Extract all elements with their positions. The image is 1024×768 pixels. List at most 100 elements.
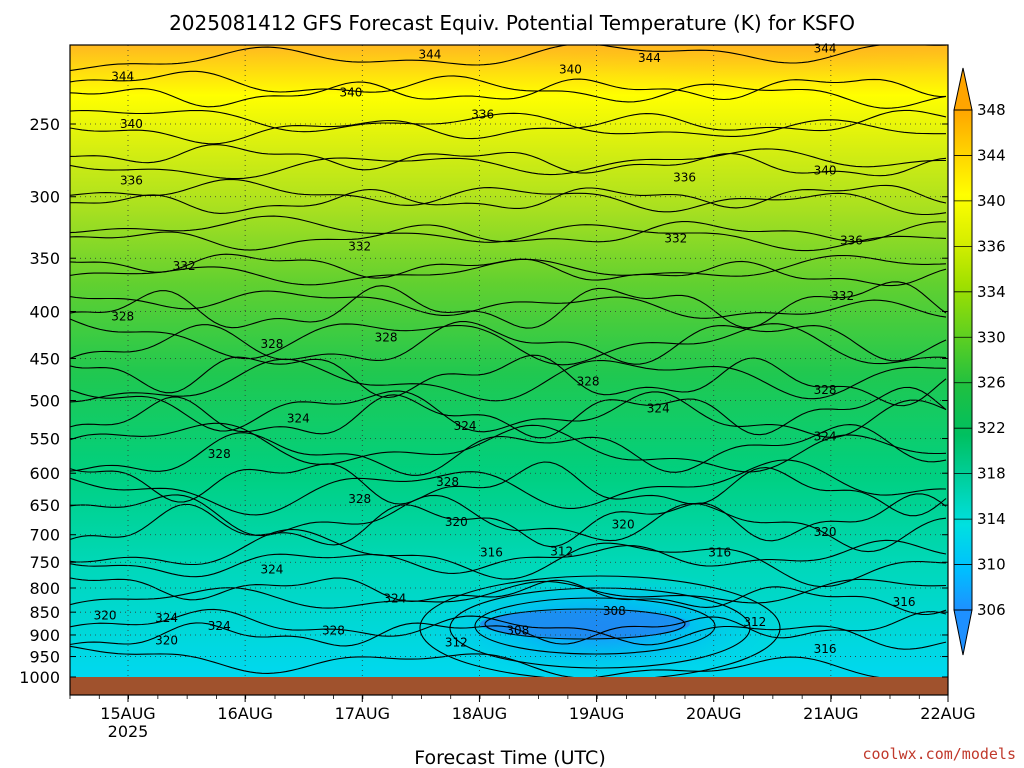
contour-label: 328	[375, 331, 398, 345]
contour-line	[70, 290, 947, 319]
contour-label: 336	[120, 173, 143, 187]
y-tick-label: 400	[29, 302, 60, 321]
colorbar-tick-label: 322	[977, 419, 1006, 437]
contour-line	[70, 389, 947, 438]
contour-line	[70, 184, 947, 214]
contour-label: 336	[471, 107, 494, 121]
chart-title: 2025081412 GFS Forecast Equiv. Potential…	[169, 11, 855, 35]
x-tick-label: 16AUG	[217, 704, 272, 723]
colorbar-tick-label: 336	[977, 237, 1006, 255]
contour-line	[70, 144, 947, 177]
contour-label: 328	[814, 383, 837, 397]
contour-line	[70, 109, 946, 137]
contour-label: 316	[480, 546, 503, 560]
contour-label: 328	[577, 375, 600, 389]
colorbar-body	[953, 109, 973, 611]
contour-label: 328	[260, 337, 283, 351]
contour-line	[70, 78, 947, 108]
colorbar-tick-label: 326	[977, 374, 1006, 392]
plot-area	[70, 45, 948, 677]
colorbar-tick-label: 306	[977, 601, 1006, 619]
x-tick-label: 21AUG	[803, 704, 858, 723]
contour-label: 324	[647, 401, 670, 415]
x-tick-label: 20AUG	[686, 704, 741, 723]
x-tick-label: 19AUG	[569, 704, 624, 723]
y-tick-label: 550	[29, 430, 60, 449]
colorbar-tick-label: 340	[977, 192, 1006, 210]
contour-label: 332	[664, 231, 687, 245]
x-axis-label: Forecast Time (UTC)	[414, 747, 605, 768]
contour-line	[70, 528, 947, 588]
y-tick-label: 650	[29, 496, 60, 515]
contour-label: 308	[603, 604, 626, 618]
contour-label: 324	[208, 619, 231, 633]
contour-label: 328	[348, 492, 371, 506]
contour-line	[70, 424, 947, 476]
colorbar-top-arrow	[953, 67, 973, 111]
theta-field	[70, 45, 948, 677]
contour-line	[70, 461, 947, 517]
colorbar-tick-label: 330	[977, 328, 1006, 346]
contour-line	[70, 178, 947, 216]
y-tick-label: 850	[29, 603, 60, 622]
colorbar-tick-label: 318	[977, 465, 1006, 483]
contour-line	[70, 318, 947, 366]
contour-lines	[70, 45, 947, 677]
contour-label: 328	[436, 475, 459, 489]
contour-label: 320	[445, 515, 468, 529]
colorbar-tick-label: 334	[977, 283, 1006, 301]
contour-label: 312	[550, 544, 573, 558]
contour-line	[70, 422, 947, 473]
contour-label: 316	[893, 595, 916, 609]
contour-line	[70, 358, 947, 403]
contour-label: 312	[445, 635, 468, 649]
contour-label: 320	[94, 608, 117, 622]
contour-line	[70, 109, 947, 145]
contour-label: 340	[340, 85, 363, 99]
contour-label: 336	[840, 234, 863, 248]
contour-label: 308	[506, 624, 529, 638]
y-tick-label: 900	[29, 626, 60, 645]
y-tick-label: 800	[29, 579, 60, 598]
colorbar-bottom-arrow	[953, 609, 973, 656]
contour-label: 324	[814, 429, 837, 443]
colorbar-tick-label: 314	[977, 510, 1006, 528]
x-tick-label: 15AUG	[100, 704, 155, 723]
warm-cap	[500, 45, 948, 105]
contour-label: 324	[454, 419, 477, 433]
contour-label: 344	[419, 47, 442, 61]
contour-label: 332	[348, 240, 371, 254]
contour-label: 332	[173, 259, 196, 273]
contour-line	[70, 321, 947, 365]
contour-label: 336	[673, 171, 696, 185]
contour-label: 344	[638, 51, 661, 65]
contour-line	[70, 215, 947, 252]
credit-text: coolwx.com/models	[862, 745, 1016, 763]
contour-line	[70, 493, 947, 548]
contour-label: 316	[814, 642, 837, 656]
contour-label: 328	[208, 447, 231, 461]
colorbar-tick-label: 310	[977, 556, 1006, 574]
contour-line	[70, 281, 947, 329]
contour-closed	[419, 575, 781, 677]
colorbar: 306 310 314 318 322 326 330 334 336 340 344 348	[953, 67, 1006, 656]
grid-lines	[70, 45, 948, 677]
contour-label: 324	[260, 563, 283, 577]
contour-line	[70, 354, 947, 407]
contour-line	[70, 608, 947, 650]
contour-label: 340	[559, 62, 582, 76]
contour-label: 320	[155, 633, 178, 647]
y-tick-label: 300	[29, 188, 60, 207]
y-axis: 250 300 350 400 450 500 550 600 650 700 750 800 850 9…	[19, 115, 948, 687]
contour-closed	[474, 597, 716, 655]
contour-label: 340	[120, 117, 143, 131]
contour-line	[70, 254, 947, 286]
y-tick-label: 950	[29, 648, 60, 667]
contour-label: 320	[612, 517, 635, 531]
y-tick-label: 250	[29, 115, 60, 134]
contour-label: 324	[383, 591, 406, 605]
cold-core	[480, 610, 690, 638]
x-axis: 15AUG 16AUG 17AUG 18AUG 19AUG 20AUG 21AUG 22AUG	[69, 695, 976, 723]
ground-strip	[70, 677, 948, 695]
contour-label: 320	[814, 525, 837, 539]
